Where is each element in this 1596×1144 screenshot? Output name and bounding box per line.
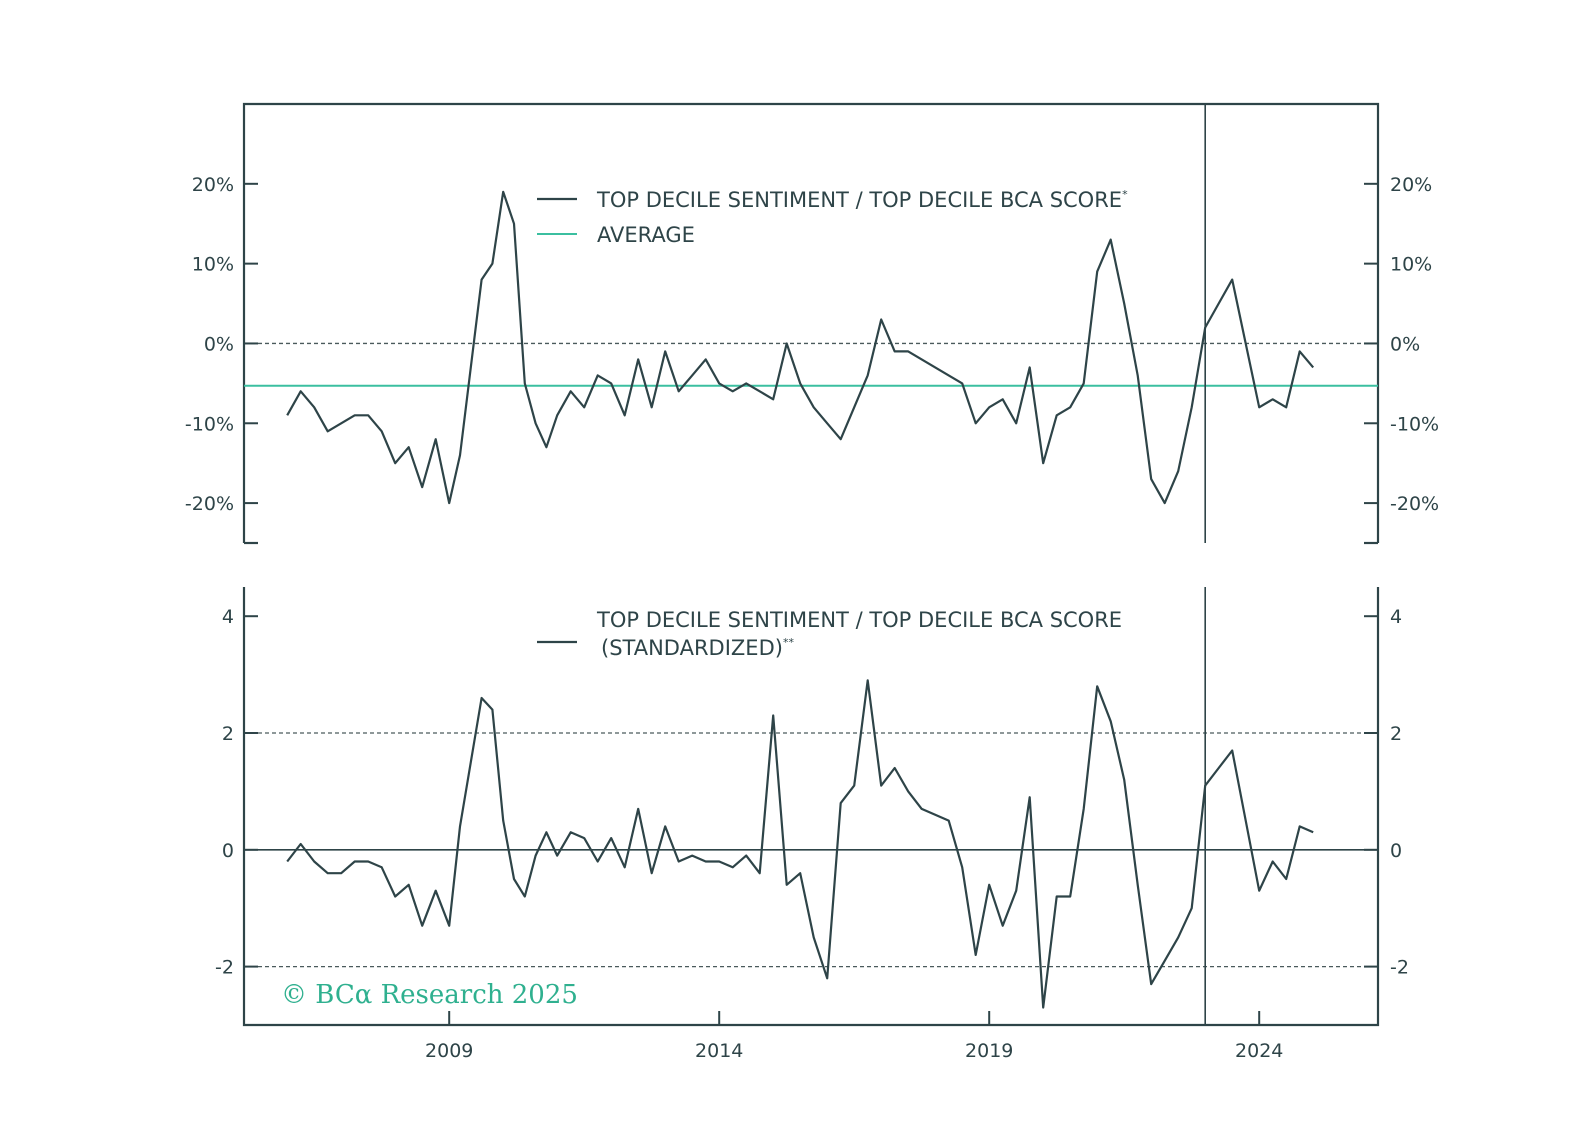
y-tick-label-left: -2 [215,957,234,979]
y-tick-label-left: 10% [192,254,234,276]
y-tick-label-left: 0 [222,840,234,862]
x-tick-label: 2014 [695,1040,743,1062]
series-line [286,679,1314,1009]
y-tick-label-right: 4 [1390,606,1402,628]
y-tick-label-right: -10% [1390,413,1439,435]
x-tick-label: 2024 [1235,1040,1283,1062]
x-tick-label: 2009 [425,1040,473,1062]
brand-watermark: © BCα Research 2025 [281,980,578,1010]
y-tick-label-left: 0% [204,333,234,355]
y-tick-label-right: 0 [1390,840,1402,862]
y-tick-label-right: 10% [1390,254,1432,276]
y-tick-label-right: -20% [1390,493,1439,515]
series-line [286,190,1315,505]
x-axis: 2009 2014 2019 2024 [425,1011,1283,1062]
y-tick-label-right: 0% [1390,333,1420,355]
y-tick-label-left: 4 [222,606,234,628]
legend-series-label: TOP DECILE SENTIMENT / TOP DECILE BCA SC… [596,188,1128,212]
x-tick-label: 2019 [965,1040,1013,1062]
y-tick-label-left: -20% [185,493,234,515]
legend-series-label-line2: (STANDARDIZED)** [601,636,794,660]
panel-frame [242,587,1380,1027]
top-panel: 20% 20% 10% 10% 0% 0% -10% -10% -20% -20% [185,102,1439,545]
y-tick-label-left: -10% [185,413,234,435]
top-legend: TOP DECILE SENTIMENT / TOP DECILE BCA SC… [537,188,1128,247]
y-tick-label-right: 20% [1390,174,1432,196]
bottom-panel: 4 4 2 2 0 0 -2 -2 [215,587,1409,1027]
legend-average-label: AVERAGE [597,223,695,247]
bottom-legend: TOP DECILE SENTIMENT / TOP DECILE BCA SC… [537,608,1122,660]
y-tick-label-left: 20% [192,174,234,196]
y-tick-label-right: -2 [1390,957,1409,979]
y-tick-label-right: 2 [1390,723,1402,745]
y-tick-label-left: 2 [222,723,234,745]
panel-frame [242,102,1380,543]
legend-series-label: TOP DECILE SENTIMENT / TOP DECILE BCA SC… [596,608,1122,632]
